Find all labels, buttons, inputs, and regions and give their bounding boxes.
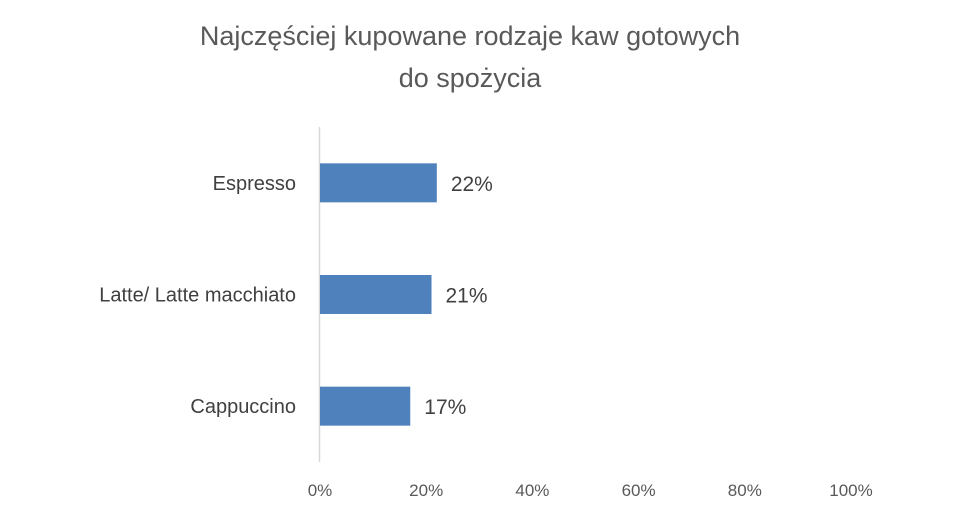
x-tick-label-0: 0% [308,481,333,500]
x-tick-label-4: 80% [728,481,762,500]
value-label-2: 17% [424,396,466,419]
category-label-2: Cappuccino [190,396,296,418]
chart-title-line-1: Najczęściej kupowane rodzaje kaw gotowyc… [200,21,740,51]
category-label-0: Espresso [213,173,296,195]
bars-group: Espresso 22% Latte/ Latte macchiato 21% Capp… [99,163,493,426]
x-tick-labels-group: 0% 20% 40% 60% 80% 100% [308,481,873,500]
x-tick-label-3: 60% [622,481,656,500]
bar-0 [320,163,437,203]
bar-1 [320,275,432,314]
x-tick-label-1: 20% [409,481,443,500]
chart-title-line-2: do spożycia [399,63,543,93]
x-tick-label-2: 40% [515,481,549,500]
x-tick-label-5: 100% [829,481,872,500]
category-label-1: Latte/ Latte macchiato [99,285,296,307]
value-label-0: 22% [451,173,493,196]
bar-2 [320,386,411,426]
value-label-1: 21% [446,285,488,308]
